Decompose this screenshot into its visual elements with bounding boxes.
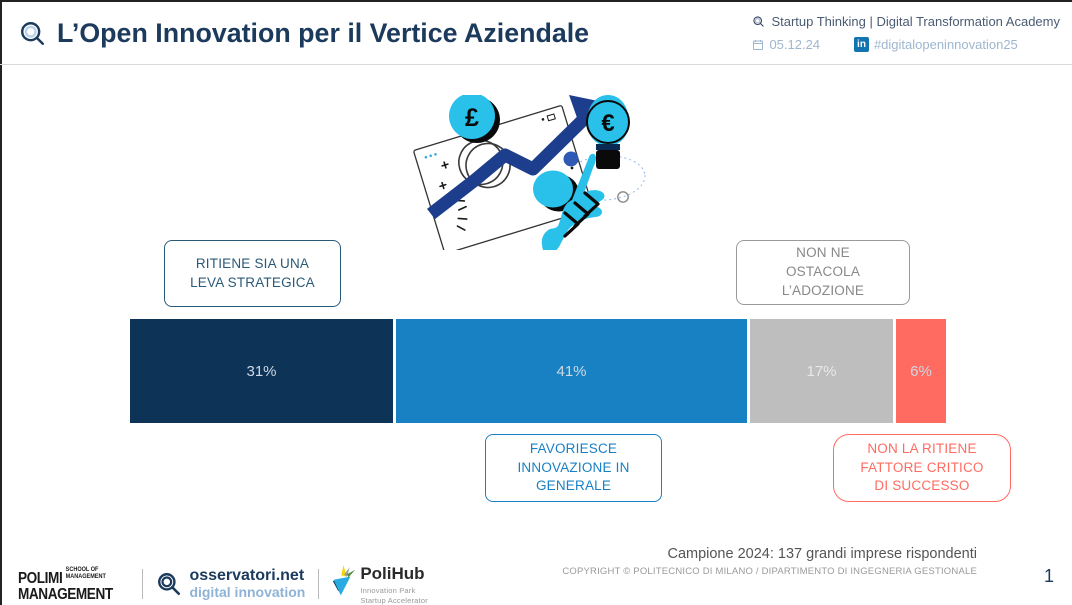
svg-text:£: £ [465, 104, 479, 132]
svg-text:€: € [601, 110, 614, 137]
